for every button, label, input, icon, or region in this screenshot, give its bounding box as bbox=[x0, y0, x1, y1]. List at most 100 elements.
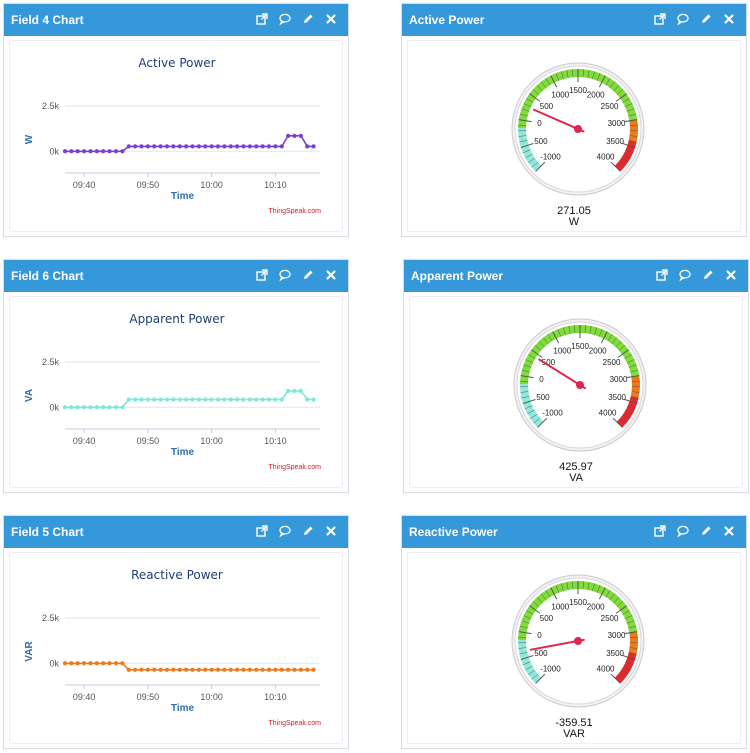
data-point[interactable] bbox=[158, 667, 163, 672]
data-point[interactable] bbox=[305, 397, 310, 402]
data-point[interactable] bbox=[177, 667, 182, 672]
data-point[interactable] bbox=[190, 397, 195, 402]
data-point[interactable] bbox=[298, 133, 303, 138]
data-point[interactable] bbox=[133, 667, 138, 672]
data-point[interactable] bbox=[158, 397, 163, 402]
close-icon[interactable] bbox=[723, 267, 738, 282]
external-link-icon[interactable] bbox=[254, 267, 269, 282]
data-point[interactable] bbox=[82, 405, 87, 410]
data-point[interactable] bbox=[82, 661, 87, 666]
data-point[interactable] bbox=[152, 397, 157, 402]
data-point[interactable] bbox=[273, 667, 278, 672]
data-point[interactable] bbox=[126, 144, 131, 149]
data-point[interactable] bbox=[145, 397, 150, 402]
data-point[interactable] bbox=[222, 144, 227, 149]
data-point[interactable] bbox=[209, 667, 214, 672]
data-point[interactable] bbox=[62, 661, 68, 666]
thingspeak-credit[interactable]: ThingSpeak.com bbox=[268, 720, 321, 727]
comment-icon[interactable] bbox=[675, 523, 690, 538]
data-point[interactable] bbox=[69, 149, 74, 154]
comment-icon[interactable] bbox=[277, 11, 292, 26]
data-point[interactable] bbox=[184, 667, 189, 672]
data-point[interactable] bbox=[94, 149, 99, 154]
data-point[interactable] bbox=[164, 144, 170, 149]
data-point[interactable] bbox=[241, 144, 246, 149]
data-point[interactable] bbox=[273, 144, 278, 149]
data-point[interactable] bbox=[133, 397, 138, 402]
data-point[interactable] bbox=[215, 397, 221, 402]
data-point[interactable] bbox=[260, 667, 265, 672]
data-point[interactable] bbox=[273, 397, 278, 402]
data-point[interactable] bbox=[94, 661, 99, 666]
data-point[interactable] bbox=[247, 667, 252, 672]
data-point[interactable] bbox=[88, 149, 93, 154]
chart-area[interactable]: Active Power 2.5k 0k 09:40 09:50 10:00 10:10 Ti… bbox=[9, 40, 343, 232]
data-point[interactable] bbox=[286, 667, 291, 672]
data-point[interactable] bbox=[177, 144, 182, 149]
comment-icon[interactable] bbox=[677, 267, 692, 282]
data-point[interactable] bbox=[88, 405, 93, 410]
data-point[interactable] bbox=[82, 149, 87, 154]
data-point[interactable] bbox=[292, 388, 297, 394]
data-point[interactable] bbox=[177, 397, 182, 402]
data-point[interactable] bbox=[292, 133, 297, 138]
data-point[interactable] bbox=[152, 667, 157, 672]
pencil-icon[interactable] bbox=[698, 523, 713, 538]
data-point[interactable] bbox=[164, 397, 170, 402]
data-point[interactable] bbox=[260, 397, 265, 402]
data-point[interactable] bbox=[139, 144, 144, 149]
data-point[interactable] bbox=[120, 149, 125, 154]
data-point[interactable] bbox=[62, 405, 68, 410]
data-point[interactable] bbox=[254, 667, 259, 672]
data-point[interactable] bbox=[107, 405, 112, 410]
close-icon[interactable] bbox=[721, 523, 736, 538]
data-point[interactable] bbox=[62, 149, 68, 154]
data-point[interactable] bbox=[113, 661, 119, 666]
data-point[interactable] bbox=[158, 144, 163, 149]
data-point[interactable] bbox=[75, 405, 80, 410]
data-point[interactable] bbox=[139, 397, 144, 402]
data-point[interactable] bbox=[222, 667, 227, 672]
data-point[interactable] bbox=[164, 667, 170, 672]
data-point[interactable] bbox=[228, 144, 233, 149]
pencil-icon[interactable] bbox=[300, 523, 315, 538]
data-point[interactable] bbox=[254, 397, 259, 402]
chart-area[interactable]: Apparent Power 2.5k 0k 09:40 09:50 10:00 10:10… bbox=[9, 296, 343, 488]
external-link-icon[interactable] bbox=[254, 11, 269, 26]
external-link-icon[interactable] bbox=[652, 11, 667, 26]
data-point[interactable] bbox=[209, 144, 214, 149]
data-point[interactable] bbox=[266, 667, 272, 672]
data-point[interactable] bbox=[120, 405, 125, 410]
data-point[interactable] bbox=[260, 144, 265, 149]
data-point[interactable] bbox=[88, 661, 93, 666]
data-point[interactable] bbox=[184, 397, 189, 402]
data-point[interactable] bbox=[235, 667, 240, 672]
data-point[interactable] bbox=[298, 388, 303, 394]
data-point[interactable] bbox=[171, 144, 176, 149]
data-point[interactable] bbox=[75, 149, 80, 154]
data-point[interactable] bbox=[171, 397, 176, 402]
external-link-icon[interactable] bbox=[654, 267, 669, 282]
data-point[interactable] bbox=[75, 661, 80, 666]
data-point[interactable] bbox=[247, 144, 252, 149]
external-link-icon[interactable] bbox=[254, 523, 269, 538]
data-point[interactable] bbox=[311, 397, 316, 402]
data-point[interactable] bbox=[101, 661, 106, 666]
pencil-icon[interactable] bbox=[698, 11, 713, 26]
data-point[interactable] bbox=[152, 144, 157, 149]
data-point[interactable] bbox=[305, 667, 310, 672]
data-point[interactable] bbox=[286, 133, 291, 138]
data-point[interactable] bbox=[215, 144, 221, 149]
data-point[interactable] bbox=[145, 144, 150, 149]
data-point[interactable] bbox=[279, 397, 284, 402]
data-point[interactable] bbox=[203, 667, 208, 672]
data-point[interactable] bbox=[139, 667, 144, 672]
data-point[interactable] bbox=[101, 405, 106, 410]
data-point[interactable] bbox=[247, 397, 252, 402]
data-point[interactable] bbox=[145, 667, 150, 672]
comment-icon[interactable] bbox=[277, 523, 292, 538]
chart-area[interactable]: Reactive Power 2.5k 0k 09:40 09:50 10:00 10:10… bbox=[9, 552, 343, 744]
data-point[interactable] bbox=[279, 667, 284, 672]
data-point[interactable] bbox=[171, 667, 176, 672]
data-point[interactable] bbox=[203, 397, 208, 402]
